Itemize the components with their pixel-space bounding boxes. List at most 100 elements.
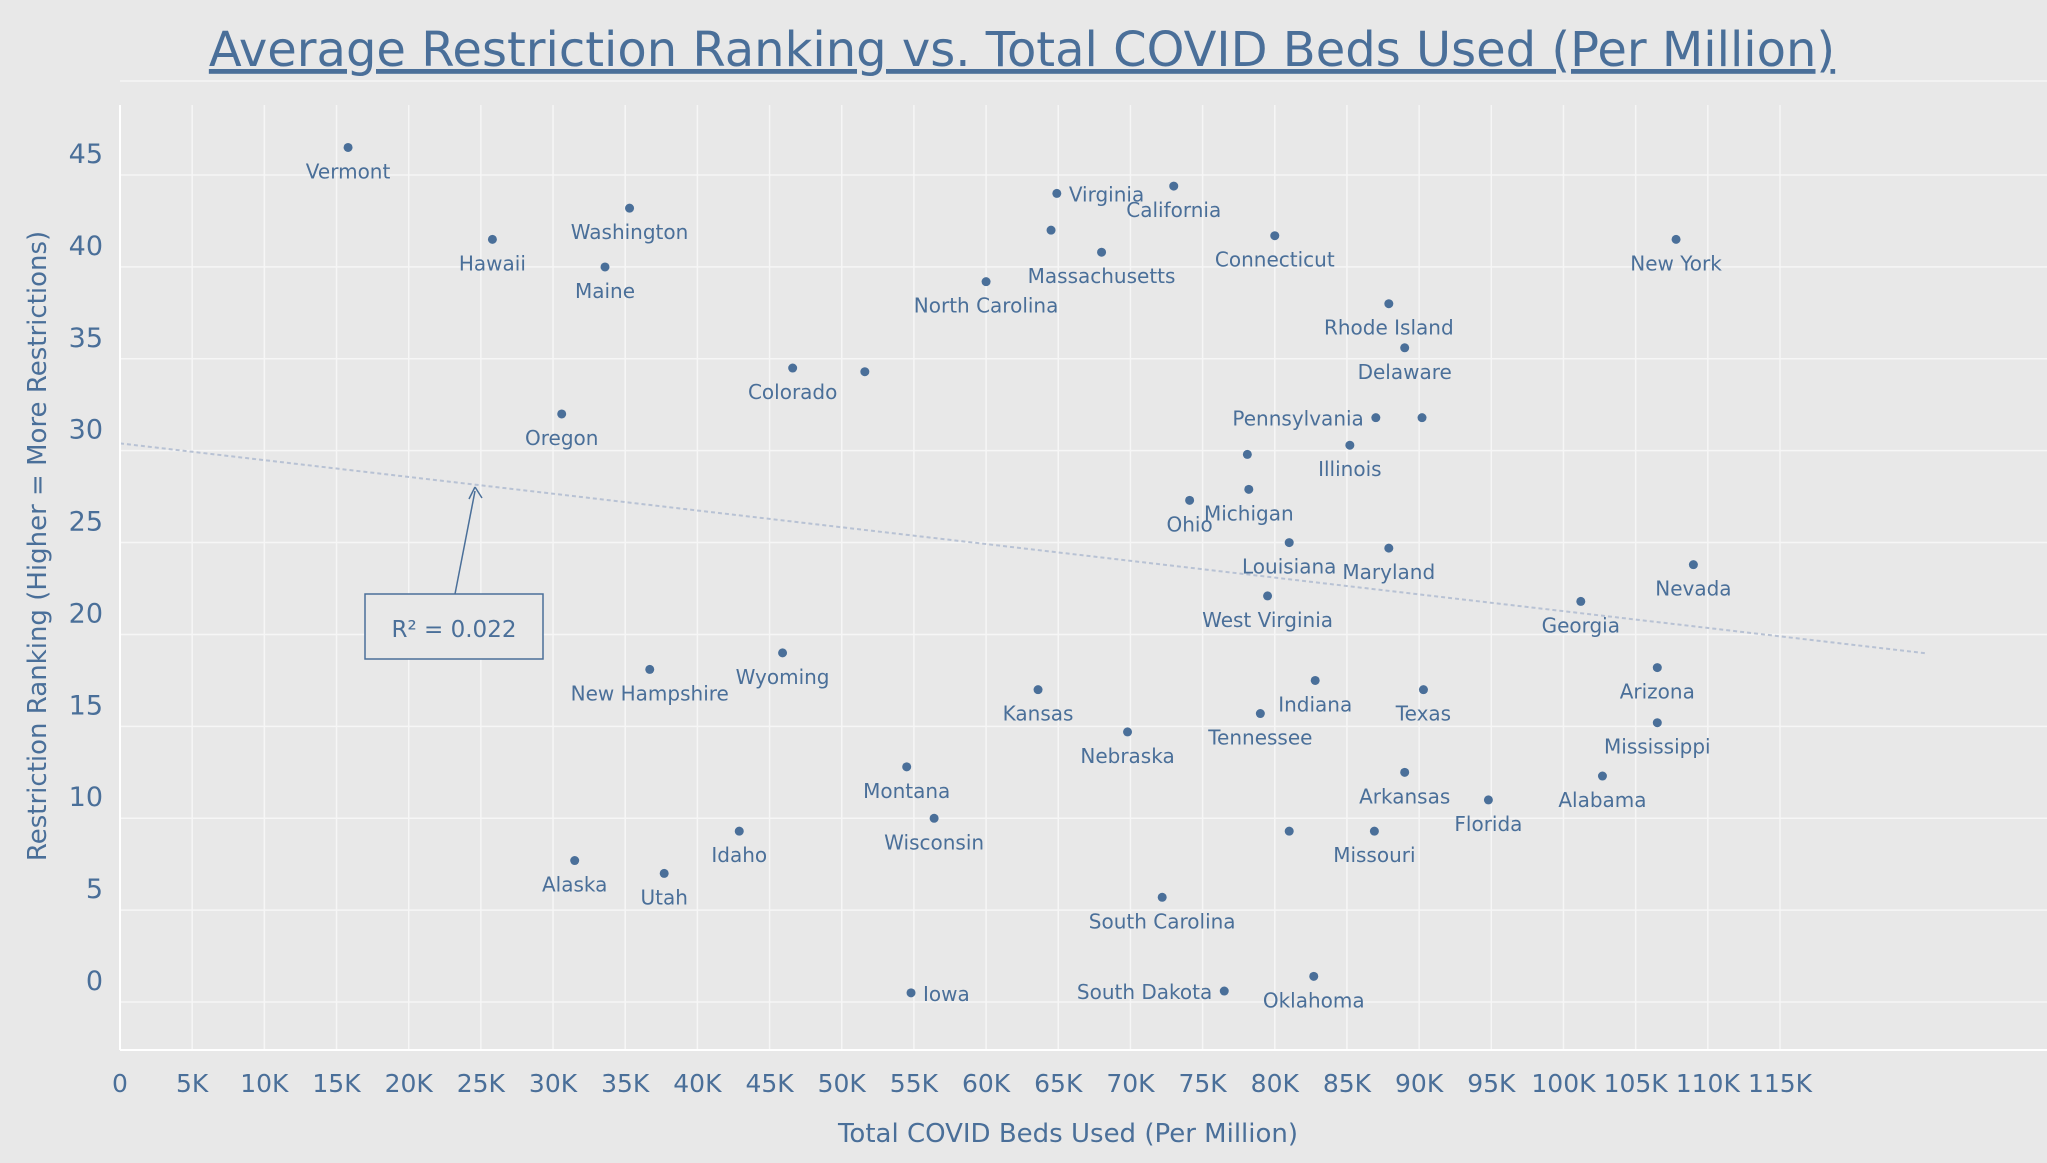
data-point [1384, 543, 1394, 553]
data-point [1417, 413, 1427, 423]
data-point [600, 262, 610, 272]
data-point [1169, 181, 1179, 191]
point-label: Georgia [1542, 613, 1620, 637]
data-point [1097, 247, 1107, 257]
x-tick-label: 95K [1467, 1069, 1516, 1098]
data-point [734, 826, 744, 836]
point-label: Alaska [542, 873, 607, 897]
data-point [1310, 675, 1320, 685]
x-tick-label: 45K [745, 1069, 794, 1098]
x-tick-label: 55K [890, 1069, 939, 1098]
annotation-arrowhead [468, 486, 483, 500]
y-tick-label: 35 [69, 323, 103, 354]
point-label: Connecticut [1215, 248, 1335, 272]
point-label: Hawaii [459, 251, 526, 275]
point-label: Washington [571, 220, 689, 244]
point-label: South Dakota [1077, 980, 1212, 1004]
y-axis-label: Restriction Ranking (Higher = More Restr… [23, 231, 53, 861]
x-tick-label: 40K [673, 1069, 722, 1098]
data-point [1244, 484, 1254, 494]
y-tick-label: 25 [69, 507, 103, 538]
data-point [1418, 685, 1428, 695]
point-label: Florida [1454, 812, 1522, 836]
data-point [645, 664, 655, 674]
point-label: Delaware [1358, 360, 1452, 384]
point-label: New Hampshire [571, 681, 729, 705]
data-point [1185, 495, 1195, 505]
x-tick-label: 25K [457, 1069, 506, 1098]
x-tick-label: 0 [112, 1069, 128, 1098]
point-label: Utah [640, 885, 687, 909]
point-label: Texas [1395, 702, 1451, 726]
data-point [1263, 591, 1273, 601]
point-label: New York [1630, 251, 1722, 275]
point-label: Nevada [1655, 577, 1731, 601]
x-tick-label: 65K [1034, 1069, 1083, 1098]
r2-annotation-text: R² = 0.022 [392, 617, 517, 643]
data-point [570, 856, 580, 866]
data-point [1597, 771, 1607, 781]
point-label: Vermont [306, 159, 391, 183]
point-label: Idaho [711, 843, 767, 867]
x-tick-label: 110K [1676, 1069, 1741, 1098]
y-tick-label: 30 [69, 415, 103, 446]
point-label: Mississippi [1604, 735, 1711, 759]
x-axis-label: Total COVID Beds Used (Per Million) [837, 1119, 1298, 1149]
y-tick-label: 0 [86, 966, 103, 997]
x-tick-label: 115K [1748, 1069, 1813, 1098]
trend-line [119, 442, 1926, 655]
point-label: Arkansas [1359, 784, 1450, 808]
data-point [1369, 826, 1379, 836]
data-point [1345, 440, 1355, 450]
data-point [860, 367, 870, 377]
data-point [1652, 718, 1662, 728]
point-label: South Carolina [1089, 909, 1236, 933]
axis-layer: 0 5K 10K 15K 20K 25K 30K 35K 40K 45K 50K 55K 60K 65K 7… [69, 105, 2047, 1098]
point-label: Indiana [1278, 692, 1352, 716]
point-label: Ohio [1167, 512, 1213, 536]
point-label: Alabama [1558, 788, 1646, 812]
data-point [343, 142, 353, 152]
point-label: Maryland [1342, 560, 1435, 584]
point-label: Missouri [1333, 843, 1415, 867]
y-tick-label: 40 [69, 231, 103, 262]
x-tick-label: 35K [601, 1069, 650, 1098]
data-point [557, 409, 567, 419]
data-point [1242, 449, 1252, 459]
point-label: Michigan [1204, 501, 1294, 525]
point-label: California [1126, 198, 1221, 222]
data-point [1046, 225, 1056, 235]
point-label: Wyoming [736, 665, 830, 689]
point-label: Kansas [1003, 702, 1074, 726]
annotation-layer: R² = 0.022 [364, 486, 544, 660]
x-tick-label: 60K [962, 1069, 1011, 1098]
point-label: North Carolina [914, 294, 1059, 318]
point-label: Oregon [525, 426, 598, 450]
data-point [1384, 299, 1394, 309]
grid-layer [119, 80, 2047, 1050]
x-tick-label: 75K [1178, 1069, 1227, 1098]
point-label: Massachusetts [1028, 264, 1176, 288]
point-label: Arizona [1620, 680, 1695, 704]
data-point [1400, 343, 1410, 353]
point-label: Virginia [1069, 182, 1144, 206]
x-tick-label: 10K [240, 1069, 289, 1098]
point-label: Louisiana [1242, 555, 1336, 579]
point-label: Iowa [923, 982, 970, 1006]
point-label: Maine [575, 279, 635, 303]
point-label: Oklahoma [1263, 988, 1365, 1012]
data-point [1652, 663, 1662, 673]
y-tick-label: 20 [69, 598, 103, 629]
data-point [1052, 188, 1062, 198]
r2-annotation-box [364, 593, 544, 660]
data-point [1284, 826, 1294, 836]
chart-title: Average Restriction Ranking vs. Total CO… [209, 22, 1835, 78]
x-tick-label: 100K [1531, 1069, 1596, 1098]
data-point [1284, 538, 1294, 548]
data-point [1033, 685, 1043, 695]
data-point [902, 762, 912, 772]
point-label: Pennsylvania [1232, 407, 1363, 431]
data-point [929, 813, 939, 823]
y-tick-label: 15 [69, 690, 103, 721]
